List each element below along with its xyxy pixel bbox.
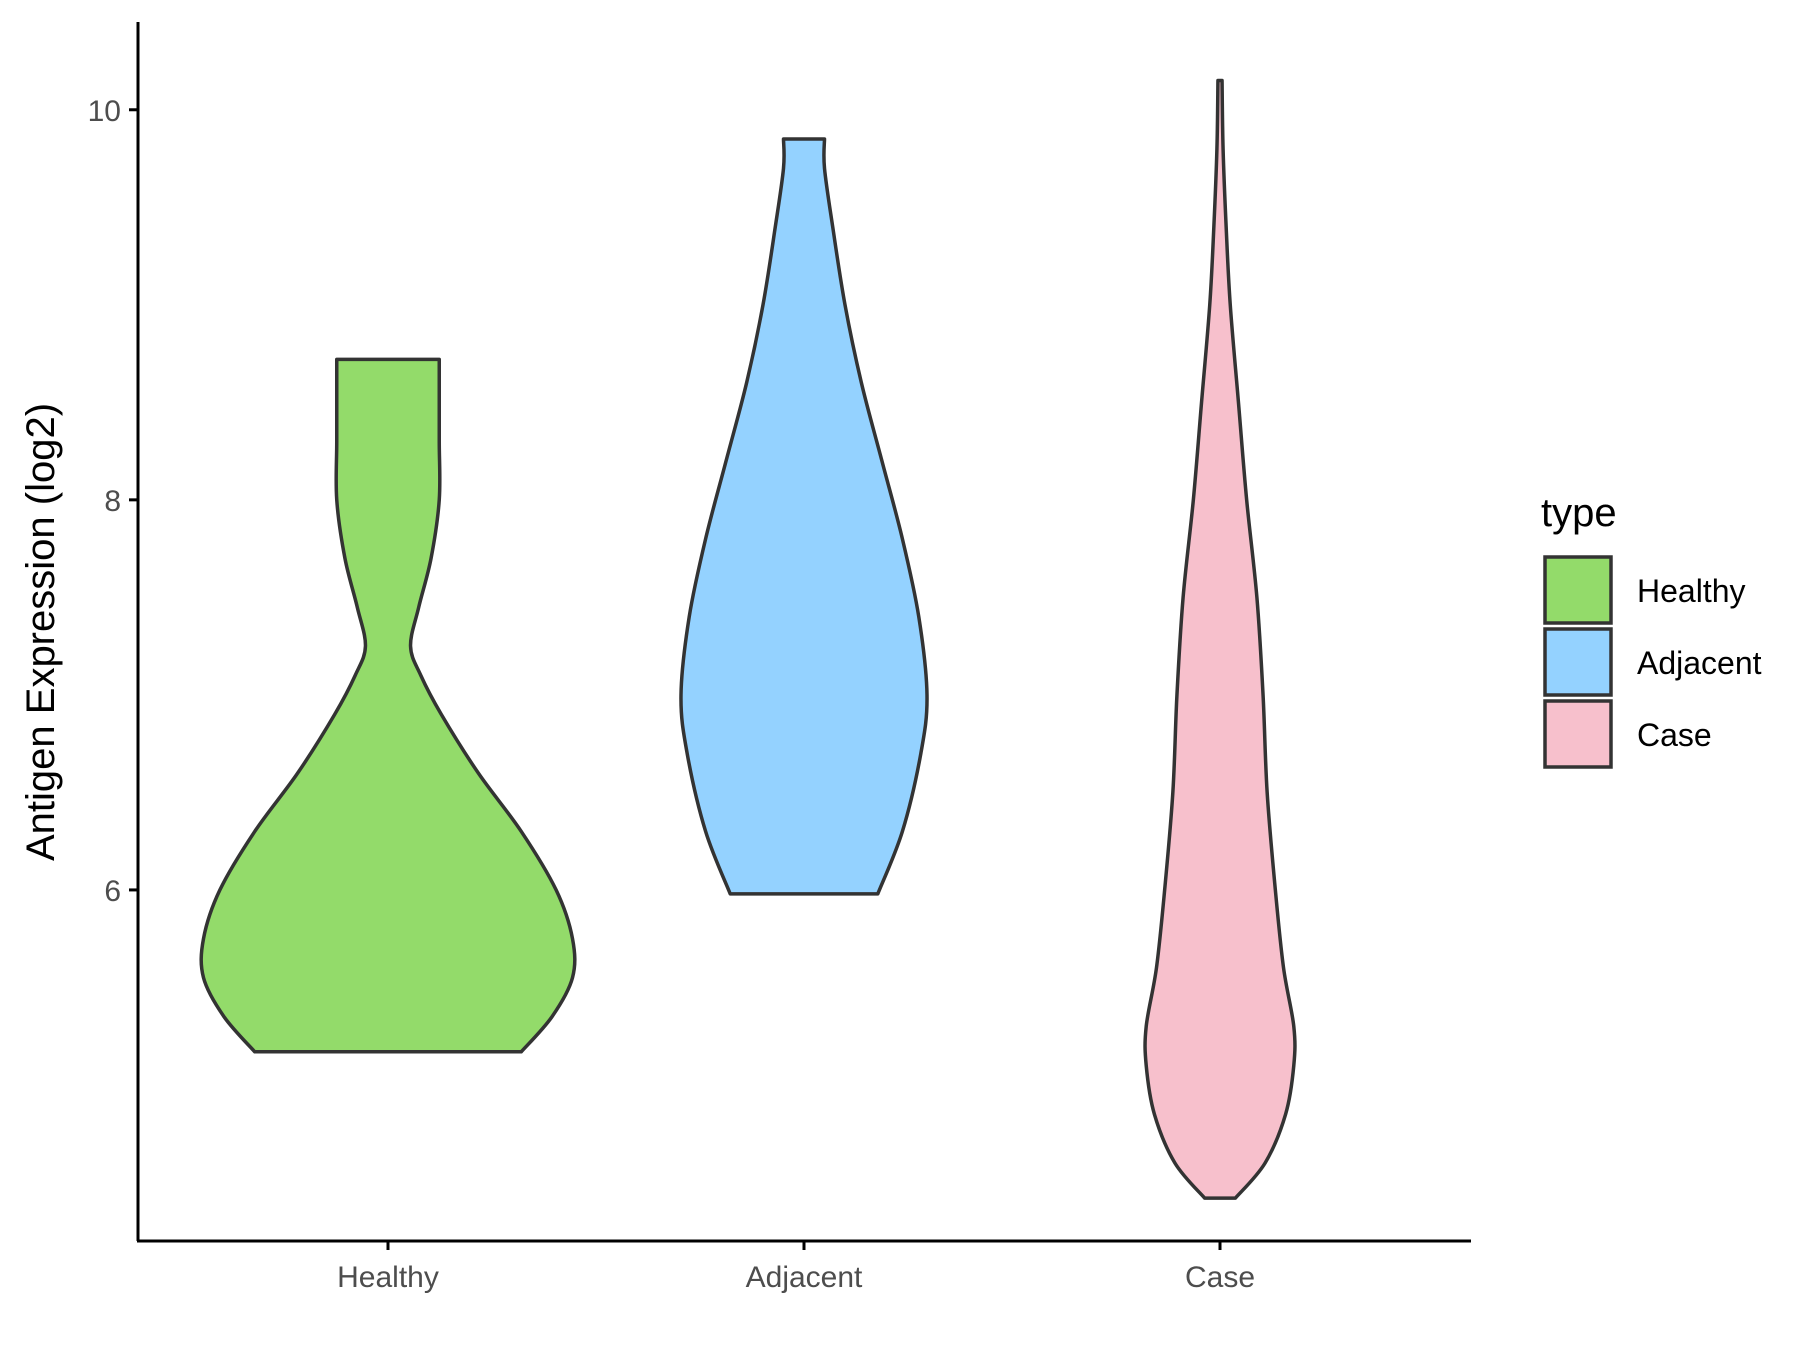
violin-adjacent: [679, 137, 929, 896]
y-tick-label: 6: [104, 875, 121, 908]
violin-healthy: [199, 357, 577, 1054]
legend-label-adjacent: Adjacent: [1637, 645, 1762, 681]
x-tick-label: Case: [1185, 1261, 1255, 1294]
legend-items: Healthy Adjacent Case: [1543, 555, 1762, 769]
x-ticks: Healthy Adjacent Case: [337, 1241, 1255, 1294]
legend: type Healthy Adjacent Case: [1541, 491, 1762, 769]
legend-label-case: Case: [1637, 717, 1712, 753]
x-tick-label: Adjacent: [746, 1261, 863, 1294]
y-tick-label: 10: [88, 95, 121, 128]
legend-swatch-case: [1543, 699, 1613, 769]
y-ticks: 6 8 10: [88, 95, 138, 908]
legend-swatch-adjacent: [1543, 627, 1613, 697]
legend-swatch-healthy: [1543, 555, 1613, 625]
violins-layer: [199, 78, 1297, 1200]
y-axis-title: Antigen Expression (log2): [19, 403, 63, 861]
x-tick-label: Healthy: [337, 1261, 439, 1294]
legend-title: type: [1541, 491, 1617, 535]
y-tick-label: 8: [104, 485, 121, 518]
legend-label-healthy: Healthy: [1637, 573, 1746, 609]
violin-case: [1143, 78, 1297, 1200]
